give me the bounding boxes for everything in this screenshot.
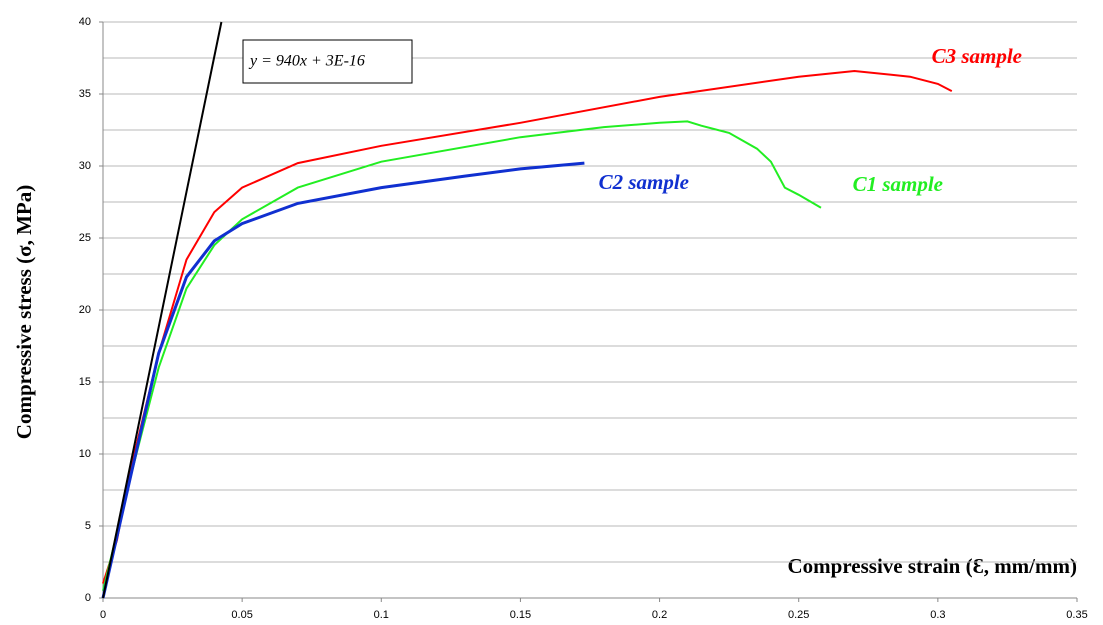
y-tick-label: 30: [79, 160, 91, 172]
equation-label: y = 940x + 3E-16: [248, 53, 365, 70]
x-tick-label: 0.05: [231, 609, 252, 621]
series-line: [101, 161, 585, 599]
series-line: [102, 69, 953, 584]
series-label: C1 sample: [853, 172, 943, 196]
y-tick-label: 20: [79, 304, 91, 316]
y-tick-label: 35: [79, 88, 91, 100]
y-tick-label: 0: [85, 592, 91, 604]
series-label: C3 sample: [932, 44, 1022, 68]
x-tick-label: 0.25: [788, 609, 809, 621]
x-tick-label: 0.2: [652, 609, 667, 621]
x-tick-label: 0.1: [374, 609, 389, 621]
series-line: [102, 120, 822, 592]
y-tick-label: 10: [79, 448, 91, 460]
y-tick-label: 40: [79, 16, 91, 28]
y-tick-label: 15: [79, 376, 91, 388]
y-tick-label: 5: [85, 520, 91, 532]
series-line: [102, 21, 223, 599]
x-tick-label: 0.3: [930, 609, 945, 621]
x-tick-label: 0.15: [510, 609, 531, 621]
y-tick-label: 25: [79, 232, 91, 244]
x-tick-label: 0.35: [1066, 609, 1087, 621]
grid: [103, 21, 1077, 599]
x-axis-label: Compressive strain (Ɛ, mm/mm): [788, 554, 1077, 578]
series-label: C2 sample: [599, 170, 689, 194]
equation-box: [242, 39, 413, 84]
x-tick-label: 0: [100, 609, 106, 621]
y-axis-label: Compressive stress (σ, MPa): [12, 185, 36, 439]
